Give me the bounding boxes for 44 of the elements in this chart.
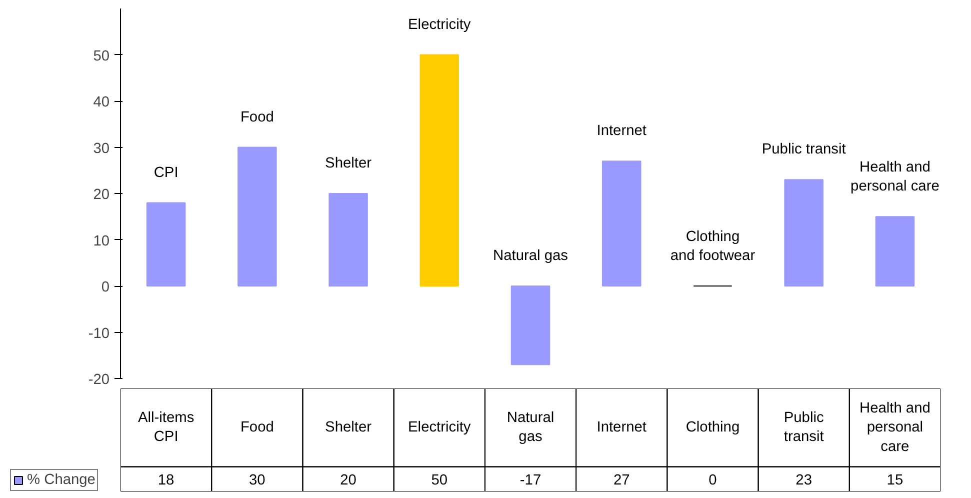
y-tick-label: 30 — [93, 140, 110, 157]
annotation: Food — [240, 109, 274, 126]
x-tick-label: Health and personal care — [860, 400, 930, 455]
x-tick-label: Internet — [596, 420, 646, 436]
annotation: Clothing and footwear — [670, 228, 756, 264]
annotation: Shelter — [325, 156, 372, 172]
x-tick-label: Electricity — [408, 420, 472, 436]
data-label: 20 — [340, 472, 356, 489]
bar — [146, 202, 186, 286]
bar — [784, 179, 824, 286]
data-label: 30 — [249, 472, 266, 489]
bar — [328, 193, 368, 286]
bar — [238, 146, 277, 286]
annotation: Internet — [596, 123, 646, 140]
data-label: 15 — [886, 472, 904, 489]
annotation: CPI — [154, 164, 178, 181]
y-tick-label: 40 — [93, 94, 110, 110]
x-tick-label: Natural gas — [506, 410, 554, 446]
x-tick-label: Shelter — [325, 420, 372, 436]
data-label: 18 — [158, 472, 174, 489]
annotation: Health and personal care — [850, 159, 940, 195]
x-tick-label: All-items CPI — [138, 410, 194, 446]
bar — [420, 54, 460, 286]
annotation: Public transit — [762, 142, 846, 158]
x-tick-label: Food — [240, 420, 274, 436]
data-label: 50 — [431, 472, 448, 489]
y-tick-label: 20 — [93, 187, 110, 203]
legend-label: % Change — [27, 472, 96, 488]
y-tick-label: 50 — [93, 48, 110, 64]
data-label: -17 — [520, 472, 542, 489]
bar — [602, 160, 642, 286]
y-tick-label: -20 — [88, 372, 110, 388]
y-tick-label: 0 — [101, 280, 110, 296]
x-tick-label: Public transit — [784, 410, 824, 446]
bar — [875, 216, 915, 286]
y-tick-label: 10 — [93, 233, 110, 250]
data-label: 23 — [796, 472, 812, 489]
bar — [510, 286, 550, 366]
data-label: 0 — [708, 472, 717, 489]
x-tick-label: Clothing — [686, 420, 740, 436]
annotation: Natural gas — [493, 248, 568, 264]
data-label: 27 — [613, 472, 630, 489]
annotation: Electricity — [408, 16, 472, 33]
y-tick-label: -10 — [88, 326, 110, 342]
